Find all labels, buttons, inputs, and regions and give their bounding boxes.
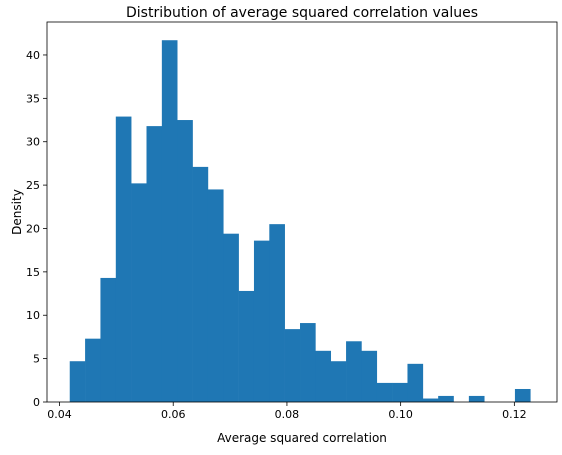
y-tick-label: 20 <box>26 222 40 235</box>
x-axis-label: Average squared correlation <box>217 431 387 445</box>
histogram-bar <box>438 395 454 402</box>
histogram-bar <box>422 398 439 402</box>
histogram-bar <box>161 40 178 402</box>
x-tick-label: 0.12 <box>502 408 527 421</box>
histogram-bar <box>115 116 132 402</box>
x-tick-label: 0.04 <box>47 408 72 421</box>
histogram-bar <box>269 224 285 402</box>
y-tick-label: 25 <box>26 179 40 192</box>
histogram-bar <box>69 361 86 402</box>
histogram-bar <box>392 382 408 402</box>
histogram-bar <box>238 290 255 402</box>
x-tick-label: 0.10 <box>388 408 413 421</box>
histogram-bar <box>177 120 193 402</box>
y-tick-label: 0 <box>33 396 40 409</box>
histogram-bar <box>407 363 424 402</box>
histogram-bar <box>100 277 117 402</box>
histogram-bar <box>284 329 301 402</box>
y-tick-label: 40 <box>26 49 40 62</box>
y-tick-label: 10 <box>26 309 40 322</box>
y-axis-ticks: 0 5 10 15 20 25 30 35 40 <box>26 49 47 409</box>
histogram-bar <box>300 323 316 402</box>
histogram-bar <box>85 338 101 402</box>
y-axis-label: Density <box>10 189 24 235</box>
y-tick-label: 5 <box>33 353 40 366</box>
histogram-bar <box>330 361 347 402</box>
histogram-bar <box>131 183 147 402</box>
x-tick-label: 0.08 <box>275 408 300 421</box>
histogram-bar <box>468 395 485 402</box>
y-tick-label: 35 <box>26 92 40 105</box>
histogram-bar <box>146 126 163 403</box>
histogram-bar <box>192 166 209 402</box>
histogram-bar <box>315 350 332 402</box>
y-tick-label: 15 <box>26 266 40 279</box>
histogram-bar <box>346 341 362 402</box>
histogram-bar <box>223 233 239 402</box>
histogram-bar <box>514 388 531 402</box>
histogram-bar <box>253 240 270 402</box>
x-axis-ticks: 0.04 0.06 0.08 0.10 0.12 <box>47 402 527 421</box>
bars-group <box>69 40 531 403</box>
histogram-bar <box>361 350 378 402</box>
histogram-bar <box>376 382 393 402</box>
x-tick-label: 0.06 <box>161 408 186 421</box>
histogram-bar <box>207 189 224 402</box>
chart-title: Distribution of average squared correlat… <box>126 5 478 21</box>
plot-frame <box>46 21 558 403</box>
y-tick-label: 30 <box>26 136 40 149</box>
